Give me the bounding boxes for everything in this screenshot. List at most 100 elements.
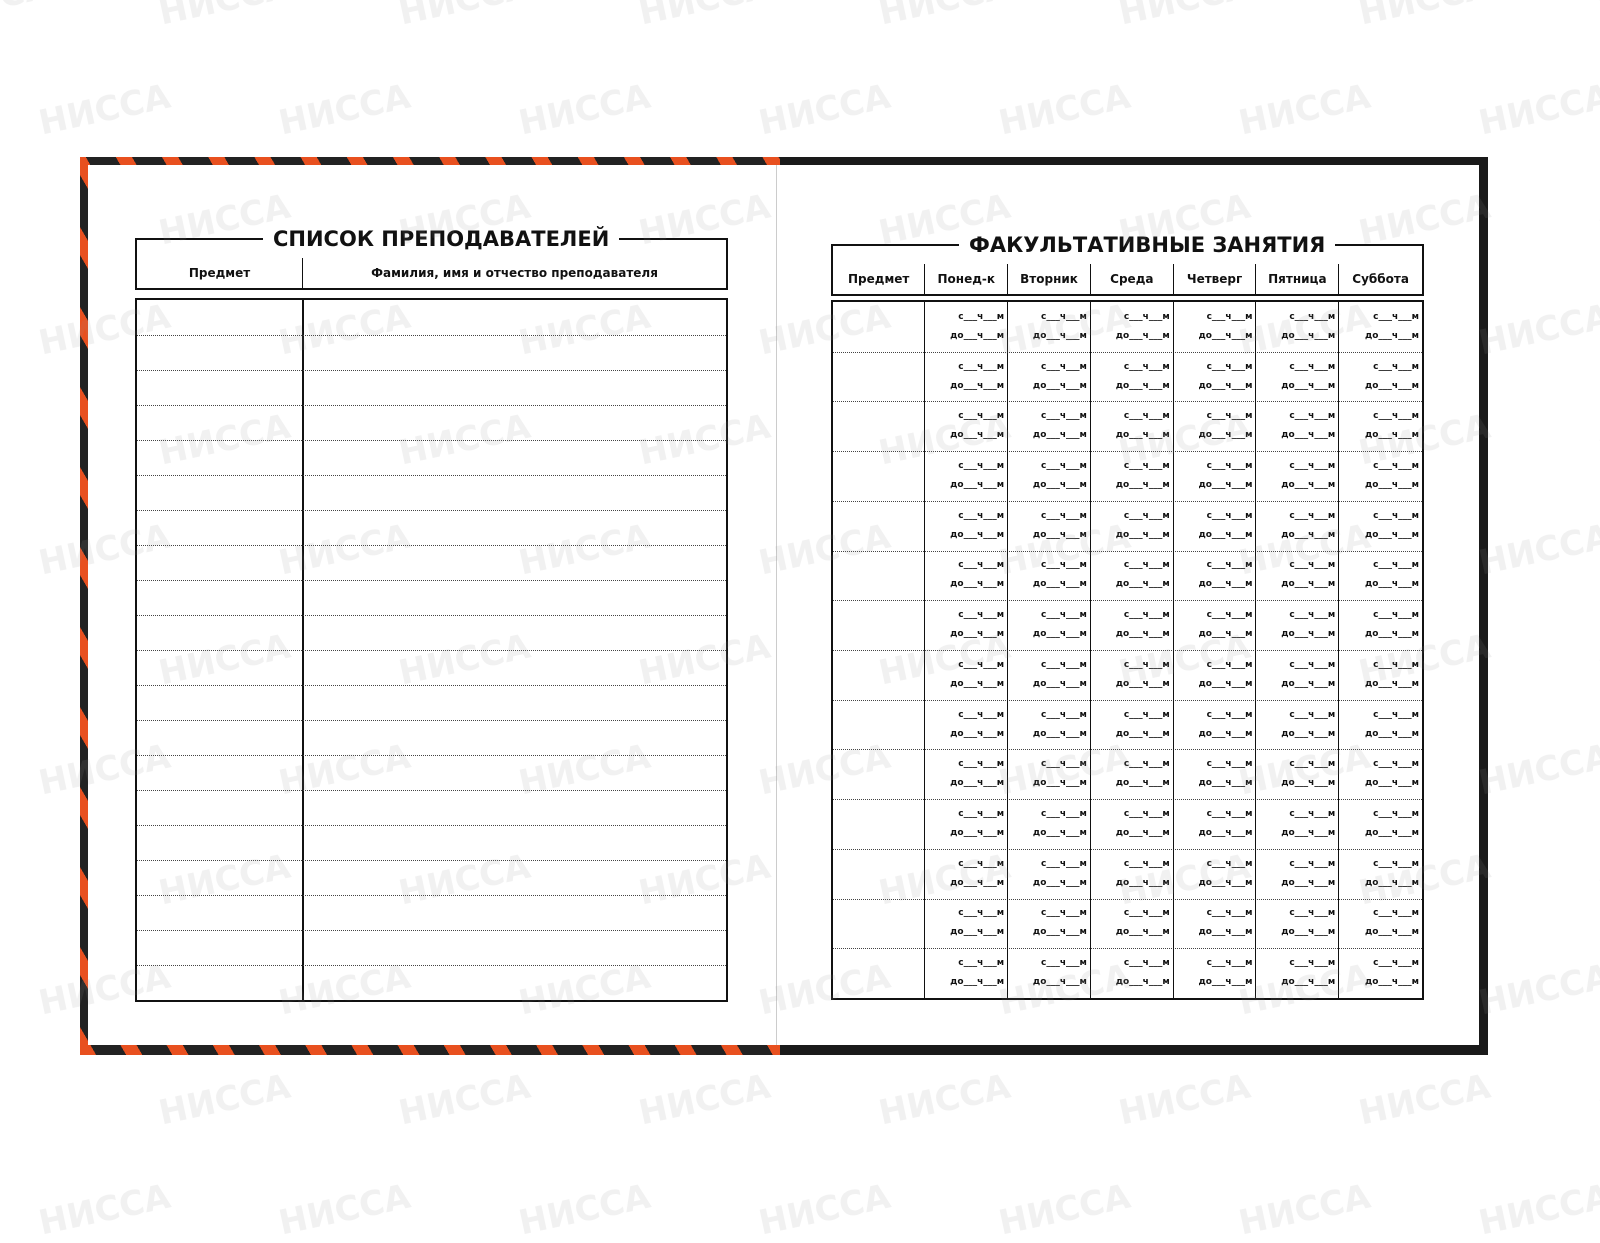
time-cell: с___ч___м до___ч___м bbox=[1008, 600, 1091, 650]
time-from: с___ч___м bbox=[1289, 510, 1336, 521]
time-to: до___ч___м bbox=[1032, 877, 1087, 888]
time-from: с___ч___м bbox=[1123, 759, 1170, 770]
time-cell: с___ч___м до___ч___м bbox=[925, 550, 1009, 601]
time-to: до___ч___м bbox=[1032, 778, 1087, 789]
time-to: до___ч___м bbox=[950, 877, 1005, 888]
watermark: НИССА bbox=[1115, 0, 1255, 34]
time-to: до___ч___м bbox=[1115, 629, 1170, 640]
time-to: до___ч___м bbox=[1032, 479, 1087, 490]
time-cell: с___ч___м до___ч___м bbox=[1091, 302, 1174, 352]
time-cell: с___ч___м до___ч___м bbox=[1174, 401, 1257, 452]
time-from: с___ч___м bbox=[958, 709, 1005, 720]
time-to: до___ч___м bbox=[1198, 977, 1253, 988]
time-from: с___ч___м bbox=[1289, 759, 1336, 770]
subject-cell bbox=[833, 898, 926, 949]
teachers-title-text: СПИСОК ПРЕПОДАВАТЕЛЕЙ bbox=[273, 227, 610, 251]
header-day-2: Вторник bbox=[1008, 264, 1091, 294]
teacher-row bbox=[137, 440, 726, 476]
watermark: НИССА bbox=[1355, 1066, 1495, 1134]
time-to: до___ч___м bbox=[950, 330, 1005, 341]
time-from: с___ч___м bbox=[1123, 858, 1170, 869]
teacher-row bbox=[137, 300, 726, 336]
time-to: до___ч___м bbox=[1032, 330, 1087, 341]
elective-row: с___ч___м до___ч___м с___ч___м до___ч___м с_… bbox=[833, 848, 1422, 900]
time-from: с___ч___м bbox=[1373, 759, 1419, 770]
time-to: до___ч___м bbox=[1198, 479, 1253, 490]
time-cell: с___ч___м до___ч___м bbox=[1091, 451, 1174, 501]
time-from: с___ч___м bbox=[1206, 361, 1253, 372]
time-to: до___ч___м bbox=[950, 678, 1005, 689]
time-from: с___ч___м bbox=[958, 460, 1005, 471]
teacher-row bbox=[137, 405, 726, 441]
time-to: до___ч___м bbox=[1198, 579, 1253, 590]
time-to: до___ч___м bbox=[1281, 827, 1336, 838]
teacher-row bbox=[137, 755, 726, 791]
time-to: до___ч___м bbox=[1281, 877, 1336, 888]
time-from: с___ч___м bbox=[1373, 311, 1419, 322]
time-to: до___ч___м bbox=[1281, 430, 1336, 441]
time-from: с___ч___м bbox=[1289, 808, 1336, 819]
watermark: НИССА bbox=[1595, 0, 1600, 34]
time-cell: с___ч___м до___ч___м bbox=[1008, 451, 1091, 501]
time-to: до___ч___м bbox=[1364, 330, 1419, 341]
time-cell: с___ч___м до___ч___м bbox=[1174, 302, 1257, 352]
watermark: НИССА bbox=[635, 1066, 775, 1134]
elective-row: с___ч___м до___ч___м с___ч___м до___ч___м с_… bbox=[833, 898, 1422, 950]
time-from: с___ч___м bbox=[1206, 659, 1253, 670]
time-cell: с___ч___м до___ч___м bbox=[1256, 401, 1340, 452]
time-cell: с___ч___м до___ч___м bbox=[1174, 500, 1257, 551]
time-to: до___ч___м bbox=[950, 529, 1005, 540]
time-cell: с___ч___м до___ч___м bbox=[1174, 749, 1257, 800]
time-from: с___ч___м bbox=[1041, 808, 1087, 819]
time-from: с___ч___м bbox=[1123, 908, 1170, 919]
time-to: до___ч___м bbox=[1281, 977, 1336, 988]
time-cell: с___ч___м до___ч___м bbox=[1174, 699, 1257, 750]
watermark: НИССА bbox=[1595, 626, 1600, 694]
time-from: с___ч___м bbox=[958, 659, 1005, 670]
time-from: с___ч___м bbox=[1289, 560, 1336, 571]
time-cell: с___ч___м до___ч___м bbox=[925, 302, 1009, 352]
watermark: НИССА bbox=[1475, 1176, 1600, 1243]
time-from: с___ч___м bbox=[1206, 759, 1253, 770]
time-to: до___ч___м bbox=[950, 629, 1005, 640]
time-cell: с___ч___м до___ч___м bbox=[1091, 699, 1174, 750]
time-cell: с___ч___м до___ч___м bbox=[1256, 948, 1340, 998]
time-cell: с___ч___м до___ч___м bbox=[1091, 650, 1174, 700]
left-page bbox=[88, 165, 776, 1045]
time-from: с___ч___м bbox=[1041, 709, 1087, 720]
time-to: до___ч___м bbox=[1364, 728, 1419, 739]
watermark: НИССА bbox=[1595, 846, 1600, 914]
time-to: до___ч___м bbox=[1281, 380, 1336, 391]
time-to: до___ч___м bbox=[1281, 579, 1336, 590]
time-to: до___ч___м bbox=[1281, 778, 1336, 789]
subject-cell bbox=[833, 948, 926, 998]
time-cell: с___ч___м до___ч___м bbox=[1339, 948, 1422, 998]
time-to: до___ч___м bbox=[950, 380, 1005, 391]
time-from: с___ч___м bbox=[1373, 460, 1419, 471]
time-to: до___ч___м bbox=[1198, 728, 1253, 739]
time-cell: с___ч___м до___ч___м bbox=[1339, 849, 1422, 899]
elective-row: с___ч___м до___ч___м с___ч___м до___ч___м с_… bbox=[833, 600, 1422, 651]
time-to: до___ч___м bbox=[1281, 629, 1336, 640]
time-to: до___ч___м bbox=[1032, 430, 1087, 441]
time-from: с___ч___м bbox=[958, 908, 1005, 919]
time-from: с___ч___м bbox=[1123, 659, 1170, 670]
time-to: до___ч___м bbox=[950, 827, 1005, 838]
header-subject: Предмет bbox=[833, 264, 926, 294]
subject-cell bbox=[833, 302, 926, 352]
elective-row: с___ч___м до___ч___м с___ч___м до___ч___м с_… bbox=[833, 749, 1422, 801]
time-from: с___ч___м bbox=[958, 361, 1005, 372]
time-to: до___ч___м bbox=[1115, 529, 1170, 540]
time-from: с___ч___м bbox=[1373, 908, 1419, 919]
teacher-row bbox=[137, 510, 726, 546]
elective-row: с___ч___м до___ч___м с___ч___м до___ч___м с_… bbox=[833, 302, 1422, 353]
watermark: НИССА bbox=[875, 1066, 1015, 1134]
time-from: с___ч___м bbox=[1206, 958, 1253, 969]
time-from: с___ч___м bbox=[1206, 858, 1253, 869]
watermark: НИССА bbox=[875, 0, 1015, 34]
time-cell: с___ч___м до___ч___м bbox=[1256, 550, 1340, 601]
time-to: до___ч___м bbox=[1364, 678, 1419, 689]
time-cell: с___ч___м до___ч___м bbox=[1091, 749, 1174, 800]
time-to: до___ч___м bbox=[1198, 629, 1253, 640]
time-cell: с___ч___м до___ч___м bbox=[1008, 699, 1091, 750]
